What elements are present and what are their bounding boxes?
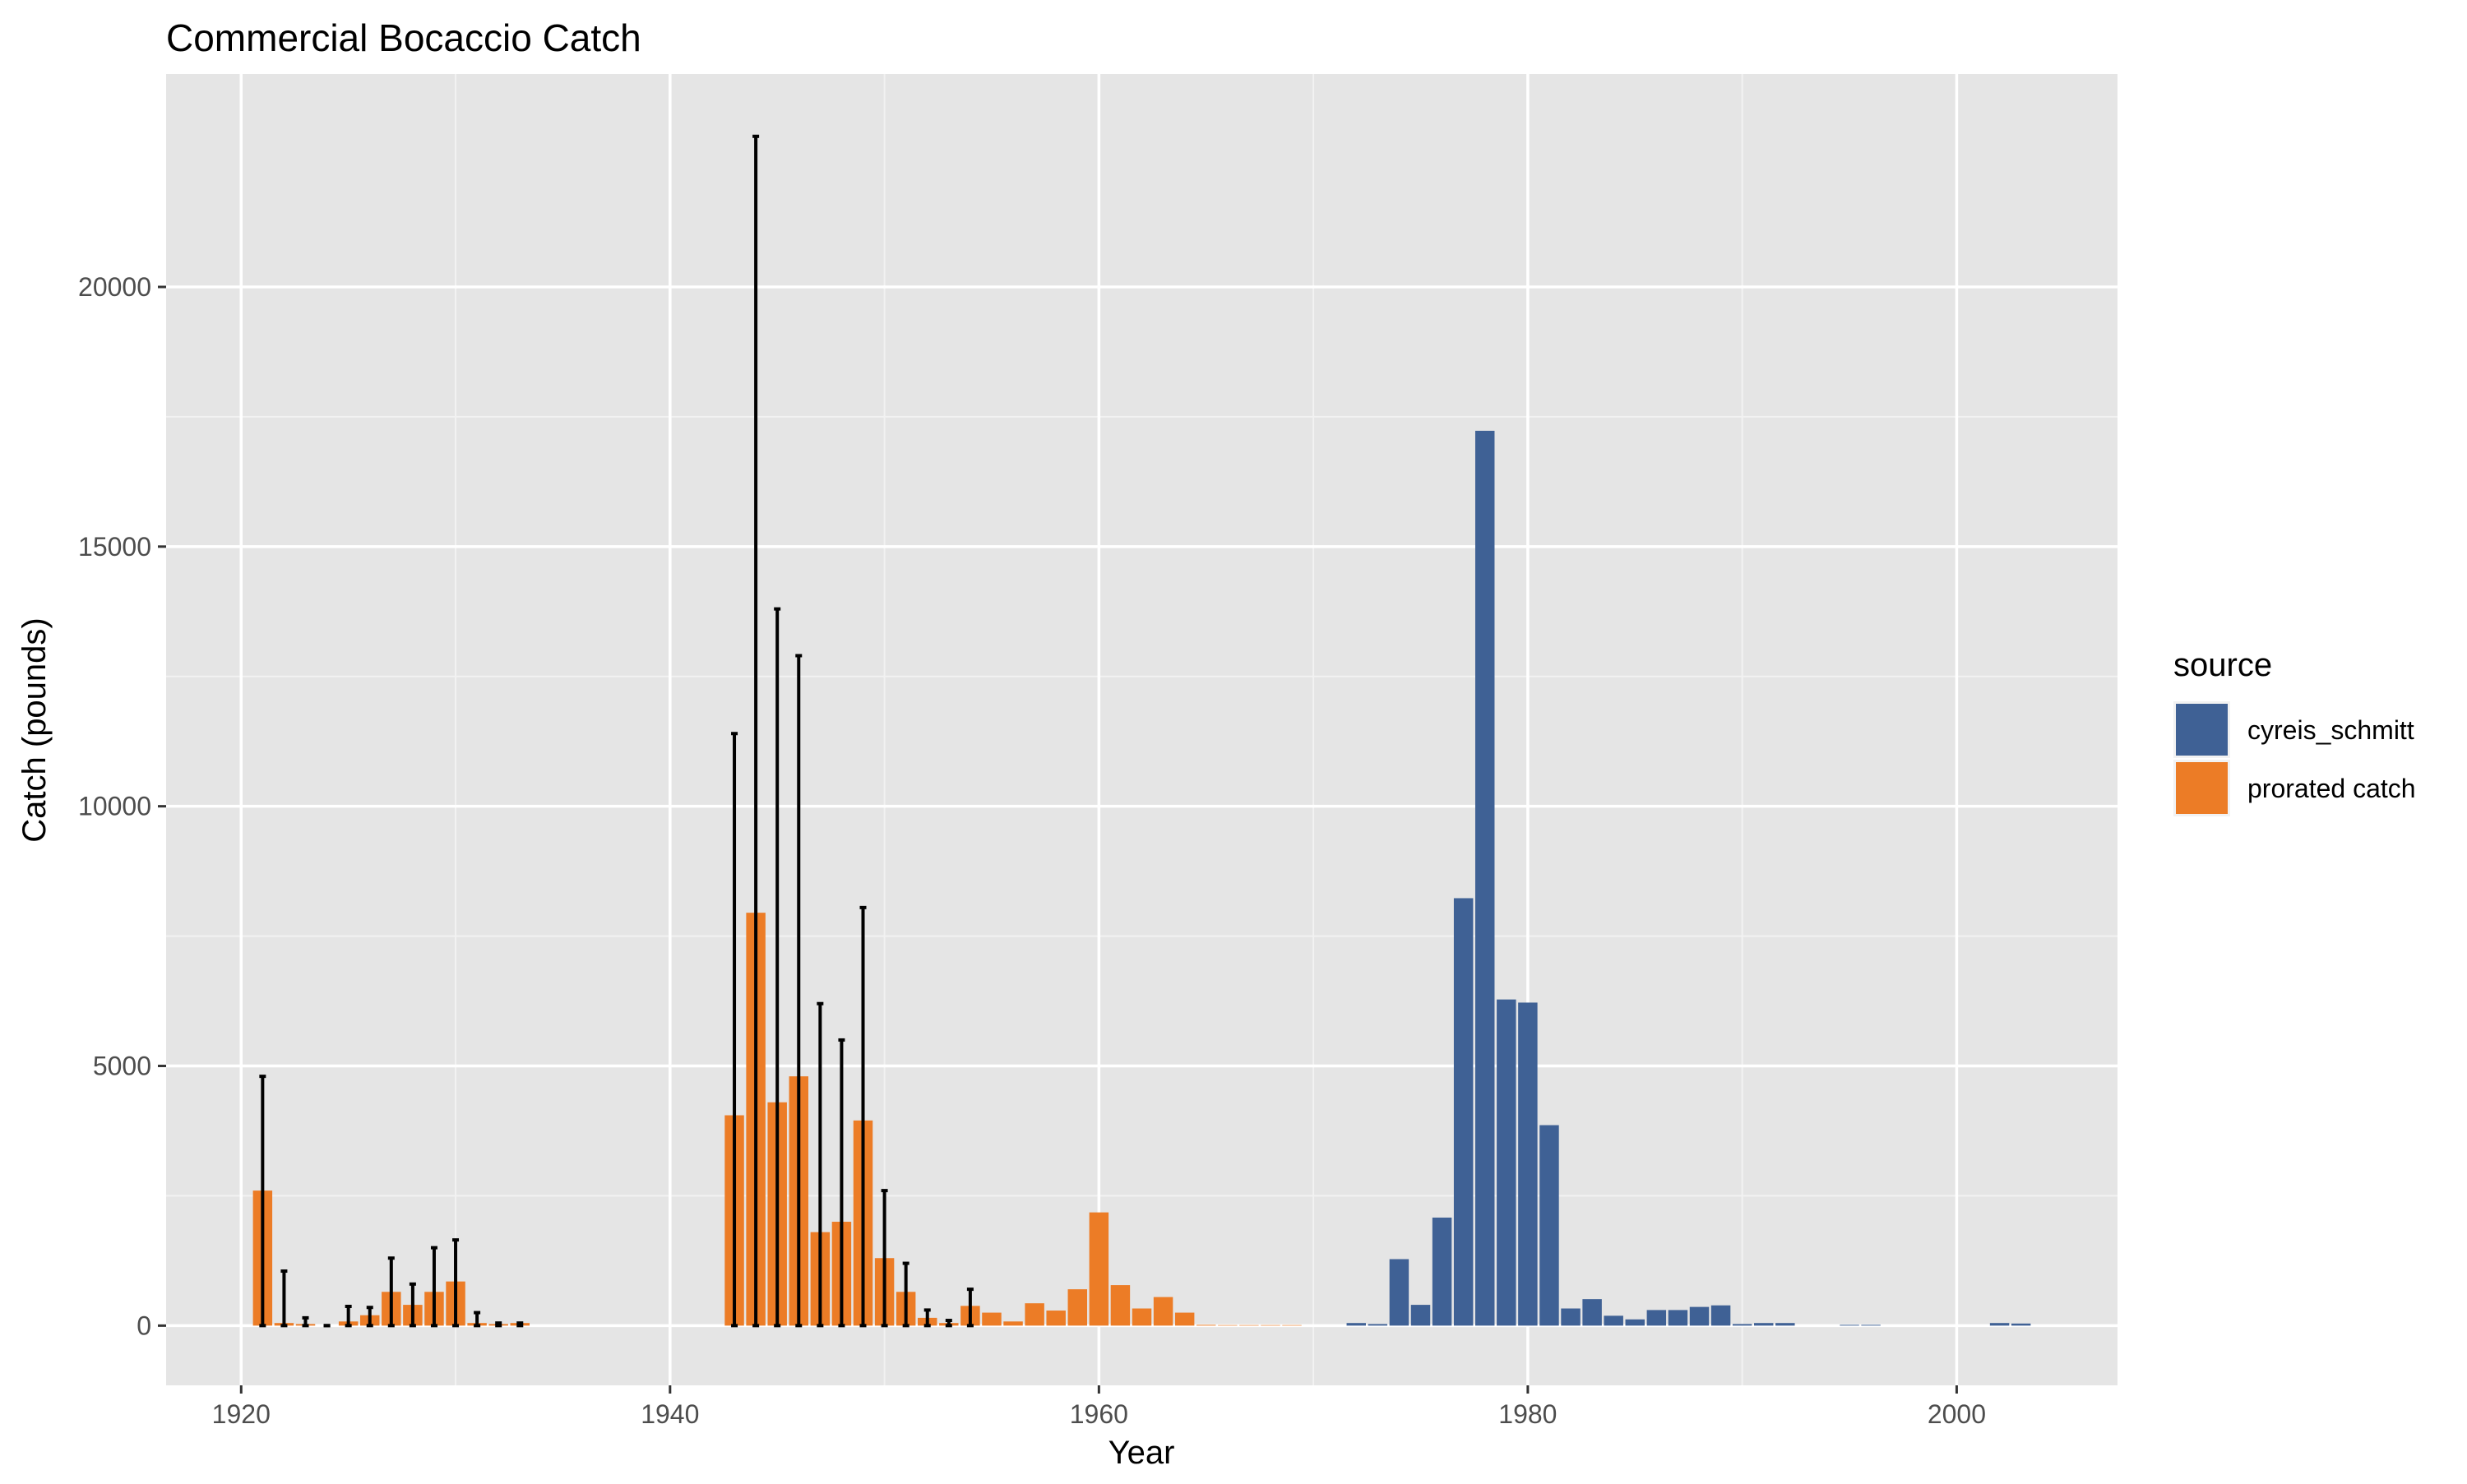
bar-prorated-catch: [1174, 1312, 1195, 1326]
bar-prorated-catch: [1025, 1303, 1044, 1326]
bars: [252, 430, 2031, 1326]
bar-cyreis-schmitt: [1753, 1323, 1774, 1326]
legend-title: source: [2173, 647, 2272, 683]
bar-cyreis-schmitt: [1775, 1323, 1795, 1326]
bar-prorated-catch: [1218, 1325, 1238, 1326]
y-tick-label: 0: [137, 1311, 151, 1340]
bar-prorated-catch: [1110, 1285, 1131, 1326]
chart-title: Commercial Bocaccio Catch: [166, 16, 641, 59]
bar-prorated-catch: [982, 1312, 1002, 1326]
bar-prorated-catch: [1132, 1308, 1152, 1326]
bar-cyreis-schmitt: [1474, 430, 1495, 1326]
bar-cyreis-schmitt: [1732, 1324, 1752, 1326]
bar-cyreis-schmitt: [1518, 1002, 1538, 1326]
bar-cyreis-schmitt: [1604, 1315, 1623, 1326]
bar-prorated-catch: [1089, 1212, 1109, 1326]
bar-cyreis-schmitt: [1368, 1324, 1388, 1326]
y-tick-label: 10000: [78, 792, 151, 821]
y-tick-label: 5000: [93, 1052, 151, 1081]
legend-swatch: [2176, 762, 2228, 814]
bar-cyreis-schmitt: [1989, 1323, 2010, 1326]
error-bars: [259, 134, 974, 1328]
bar-cyreis-schmitt: [1453, 898, 1474, 1326]
x-tick-label: 2000: [1928, 1399, 1986, 1429]
x-axis: 1920 1940 1960 1980 2000: [212, 1385, 1986, 1429]
bar-prorated-catch: [1282, 1325, 1302, 1326]
legend-label: prorated catch: [2247, 774, 2416, 803]
bar-cyreis-schmitt: [2011, 1323, 2031, 1326]
bar-cyreis-schmitt: [1539, 1125, 1559, 1326]
y-tick-label: 20000: [78, 272, 151, 302]
x-tick-label: 1920: [212, 1399, 271, 1429]
bar-prorated-catch: [1261, 1325, 1280, 1326]
y-axis: 0 5000 10000 15000 20000: [78, 272, 166, 1340]
bar-cyreis-schmitt: [1389, 1259, 1409, 1326]
minor-gridlines: [166, 74, 2118, 1385]
bar-cyreis-schmitt: [1646, 1310, 1667, 1326]
legend: source cyreis_schmitt prorated catch: [2173, 647, 2416, 816]
bar-cyreis-schmitt: [1625, 1319, 1645, 1326]
legend-label: cyreis_schmitt: [2247, 715, 2414, 745]
legend-swatch: [2176, 704, 2228, 756]
x-tick-label: 1980: [1498, 1399, 1557, 1429]
x-axis-label: Year: [1109, 1435, 1175, 1471]
x-tick-label: 1960: [1070, 1399, 1128, 1429]
y-tick-label: 15000: [78, 532, 151, 562]
bar-prorated-catch: [1003, 1321, 1023, 1326]
bar-cyreis-schmitt: [1497, 999, 1516, 1326]
bar-cyreis-schmitt: [1668, 1310, 1688, 1326]
bar-cyreis-schmitt: [1432, 1217, 1452, 1326]
bar-prorated-catch: [1153, 1297, 1173, 1326]
bar-cyreis-schmitt: [1689, 1306, 1710, 1326]
bar-cyreis-schmitt: [1561, 1308, 1581, 1326]
x-tick-label: 1940: [641, 1399, 699, 1429]
bar-prorated-catch: [1046, 1311, 1066, 1326]
bar-cyreis-schmitt: [1582, 1299, 1602, 1326]
bar-prorated-catch: [1067, 1289, 1088, 1326]
bar-prorated-catch: [1239, 1325, 1259, 1326]
bar-cyreis-schmitt: [1410, 1305, 1431, 1326]
bar-cyreis-schmitt: [1346, 1323, 1367, 1326]
y-axis-label: Catch (pounds): [16, 617, 53, 842]
bar-cyreis-schmitt: [1710, 1305, 1731, 1326]
plot-panel: [166, 74, 2118, 1385]
